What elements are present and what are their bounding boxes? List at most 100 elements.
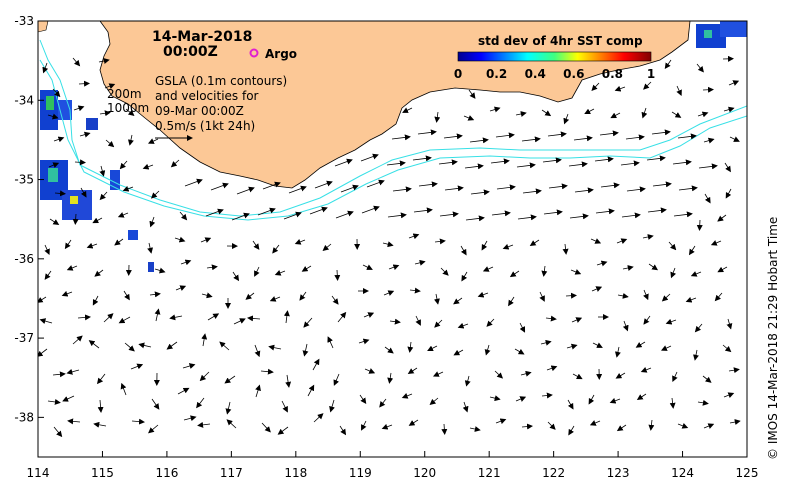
velocity-arrow	[54, 190, 66, 197]
lon-tick-label: 120	[413, 466, 436, 480]
depth-label-200m: 200m	[107, 87, 142, 101]
colorbar-tick-label: 0.2	[486, 67, 507, 81]
velocity-arrow	[440, 267, 449, 276]
velocity-arrow	[652, 181, 672, 188]
velocity-arrow	[444, 185, 464, 192]
velocity-arrow	[179, 211, 188, 221]
velocity-arrow	[272, 244, 280, 254]
velocity-arrow	[521, 136, 541, 143]
velocity-arrow	[389, 318, 401, 325]
argo-label: Argo	[265, 47, 297, 61]
colorbar-tick-label: 1	[647, 67, 655, 81]
velocity-arrow	[438, 159, 458, 166]
velocity-arrow	[118, 316, 131, 324]
velocity-arrow	[563, 113, 570, 125]
velocity-arrow	[408, 419, 419, 426]
velocity-arrow	[621, 212, 641, 219]
velocity-arrow	[562, 243, 569, 255]
velocity-arrow	[482, 266, 494, 272]
velocity-arrow	[358, 338, 370, 345]
velocity-arrow	[565, 292, 577, 299]
velocity-arrow	[154, 267, 166, 274]
velocity-arrow	[502, 243, 514, 250]
velocity-arrow	[232, 271, 240, 282]
velocity-arrow	[590, 238, 602, 244]
velocity-arrow	[567, 399, 574, 410]
velocity-arrow	[210, 182, 229, 191]
velocity-arrow	[182, 363, 196, 369]
velocity-arrow	[142, 163, 154, 170]
velocity-arrow	[589, 420, 601, 426]
velocity-arrow	[516, 162, 536, 169]
velocity-arrow	[685, 296, 697, 303]
velocity-arrow	[673, 211, 693, 218]
velocity-arrow	[573, 135, 593, 142]
velocity-arrow	[66, 368, 80, 375]
velocity-arrow	[72, 213, 79, 225]
velocity-arrow	[151, 398, 160, 410]
velocity-arrow	[566, 343, 578, 350]
velocity-arrow	[283, 310, 290, 324]
lon-tick-label: 116	[155, 466, 178, 480]
velocity-arrow	[38, 348, 48, 357]
velocity-arrow	[104, 83, 116, 90]
velocity-arrow	[260, 368, 274, 375]
velocity-arrow	[460, 245, 467, 256]
velocity-arrow	[206, 264, 218, 271]
velocity-arrow	[149, 291, 161, 298]
velocity-arrow	[693, 349, 699, 361]
velocity-arrow	[614, 346, 621, 358]
velocity-arrow	[702, 86, 714, 93]
velocity-arrow	[548, 183, 568, 190]
velocity-arrow	[201, 333, 208, 347]
velocity-arrow	[148, 424, 159, 434]
velocity-arrow	[184, 178, 203, 187]
velocity-arrow	[392, 186, 412, 193]
velocity-arrow	[464, 375, 471, 387]
velocity-arrow	[635, 341, 646, 348]
lat-tick-label: -38	[14, 410, 34, 424]
velocity-arrow	[591, 82, 600, 92]
velocity-arrow	[514, 348, 525, 355]
velocity-arrow	[283, 211, 302, 220]
velocity-arrow	[119, 160, 128, 170]
velocity-arrow	[124, 342, 135, 352]
velocity-arrow	[177, 387, 190, 395]
gsla-line-1: GSLA (0.1m contours)	[155, 74, 287, 88]
velocity-arrow	[154, 308, 161, 322]
velocity-arrow	[669, 397, 676, 409]
velocity-arrow	[254, 266, 260, 277]
velocity-arrow	[340, 184, 359, 193]
velocity-arrow	[651, 129, 671, 136]
velocity-arrow	[408, 233, 420, 240]
axes: 114 115 116 117 118 119 120 121 122 123 124 125 -33 -…	[14, 14, 758, 480]
velocity-arrow	[648, 419, 655, 431]
velocity-arrow	[697, 399, 709, 406]
velocity-arrow	[417, 129, 437, 136]
velocity-arrow	[434, 319, 443, 328]
velocity-arrow	[93, 421, 107, 428]
velocity-arrow	[413, 207, 433, 214]
velocity-arrow	[322, 243, 332, 252]
velocity-arrow	[130, 363, 144, 370]
velocity-arrow	[723, 106, 735, 113]
velocity-arrow	[74, 159, 86, 166]
velocity-arrow	[364, 368, 376, 374]
velocity-arrow	[48, 162, 60, 168]
velocity-arrow	[147, 242, 154, 254]
velocity-arrow	[123, 290, 130, 301]
lon-tick-label: 124	[671, 466, 694, 480]
velocity-arrow	[114, 238, 124, 246]
velocity-arrow	[617, 292, 629, 299]
velocity-arrow	[183, 415, 197, 422]
velocity-arrow	[147, 138, 159, 144]
velocity-arrow	[233, 318, 246, 325]
velocity-arrow	[379, 398, 387, 408]
velocity-arrow	[339, 425, 347, 436]
velocity-arrow	[52, 371, 66, 378]
velocity-arrow	[636, 393, 647, 401]
velocity-arrow	[224, 375, 236, 384]
velocity-arrow	[509, 270, 520, 278]
velocity-arrow	[175, 285, 187, 291]
